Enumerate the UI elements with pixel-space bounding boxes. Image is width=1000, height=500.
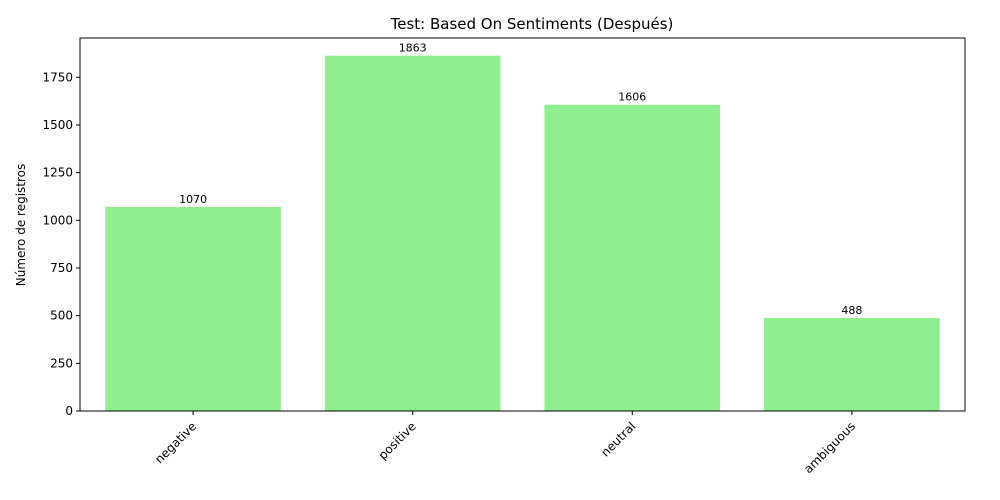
x-tick-label-positive: positive: [376, 419, 419, 462]
x-tick-label-neutral: neutral: [598, 419, 638, 459]
y-tick-label-750: 750: [50, 261, 73, 275]
data-label-ambiguous: 488: [841, 304, 862, 317]
chart-title: Test: Based On Sentiments (Después): [390, 15, 674, 33]
data-labels-group: 1070 1863 1606 488: [179, 42, 862, 317]
y-tick-label-250: 250: [50, 356, 73, 370]
y-tick-label-500: 500: [50, 309, 73, 323]
x-tick-label-negative: negative: [152, 419, 199, 466]
y-tick-label-1000: 1000: [42, 213, 73, 227]
x-tick-label-ambiguous: ambiguous: [801, 419, 858, 476]
y-tick-label-0: 0: [65, 404, 73, 418]
bar-neutral: [544, 104, 721, 412]
plot-frame: [79, 37, 966, 412]
y-axis-label: Número de registros: [14, 164, 28, 287]
data-label-negative: 1070: [179, 193, 207, 206]
y-tick-label-1250: 1250: [42, 166, 73, 180]
bar-ambiguous: [764, 317, 940, 411]
y-tick-label-1500: 1500: [42, 118, 73, 132]
bars-group: [105, 55, 940, 412]
y-tick-label-1750: 1750: [42, 70, 73, 84]
bar-positive: [324, 55, 501, 411]
bar-negative: [105, 206, 281, 411]
data-label-neutral: 1606: [618, 91, 646, 104]
data-label-positive: 1863: [399, 42, 427, 55]
